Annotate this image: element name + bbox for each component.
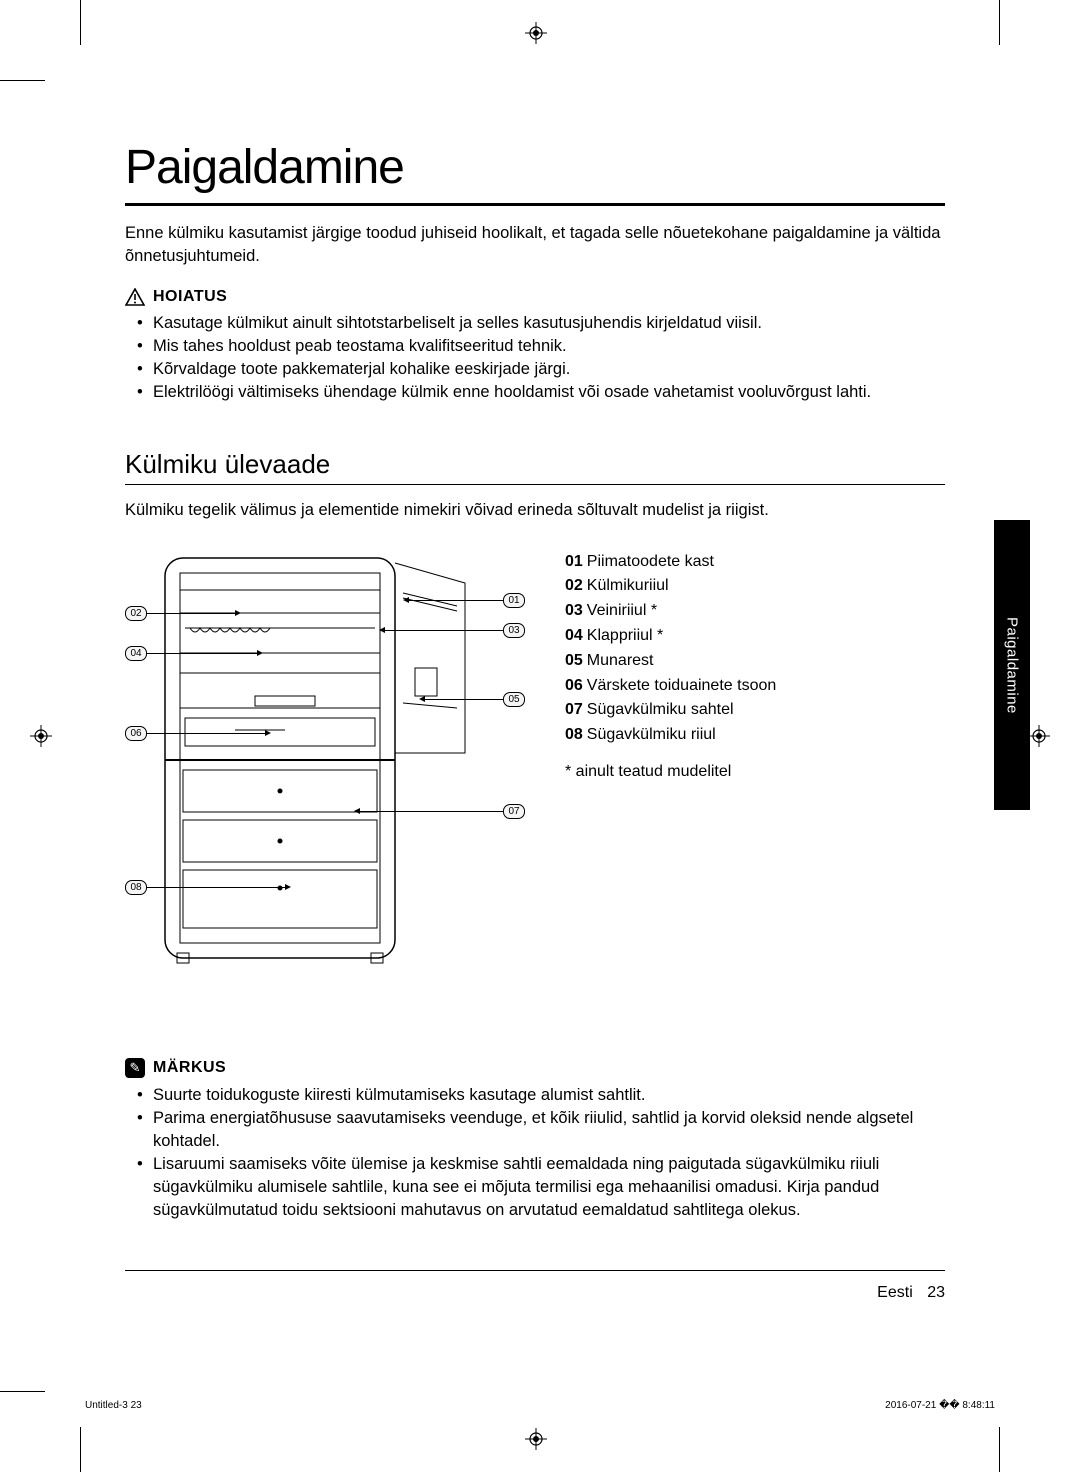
legend-num: 07 [565, 701, 583, 718]
intro-text: Enne külmiku kasutamist järgige toodud j… [125, 222, 945, 268]
callout-leader [360, 811, 503, 812]
callout-arrowhead [257, 650, 263, 656]
legend-label: Sügavkülmiku riiul [587, 726, 716, 743]
registration-mark-icon [1028, 725, 1050, 747]
callout-badge: 02 [125, 606, 147, 621]
legend-item: 05Munarest [565, 649, 776, 674]
footer: Eesti 23 [125, 1284, 945, 1302]
footer-page-number: 23 [927, 1284, 945, 1301]
registration-mark-icon [525, 1428, 547, 1450]
callout-leader [425, 699, 503, 700]
list-item: Kasutage külmikut ainult sihtotstarbelis… [125, 312, 945, 335]
callout-badge: 05 [503, 692, 525, 707]
callout-badge: 08 [125, 880, 147, 895]
callout-badge: 07 [503, 804, 525, 819]
legend-item: 08Sügavkülmiku riiul [565, 723, 776, 748]
legend-item: 06Värskete toiduainete tsoon [565, 674, 776, 699]
legend-label: Sügavkülmiku sahtel [587, 701, 734, 718]
callout-leader [147, 613, 235, 614]
title-rule [125, 203, 945, 206]
legend-item: 01Piimatoodete kast [565, 550, 776, 575]
side-tab: Paigaldamine [994, 520, 1030, 810]
callout-arrowhead [285, 884, 291, 890]
fridge-svg [125, 548, 525, 968]
list-item: Elektrilöögi vältimiseks ühendage külmik… [125, 381, 945, 404]
print-meta-left: Untitled-3 23 [85, 1400, 142, 1411]
legend-label: Veiniriiul * [587, 602, 657, 619]
legend-label: Piimatoodete kast [587, 553, 714, 570]
figure-row: 0102030405060708 01Piimatoodete kast02Kü… [125, 548, 945, 1028]
footer-rule [125, 1270, 945, 1271]
callout-arrowhead [379, 627, 385, 633]
note-label: MÄRKUS [153, 1059, 226, 1077]
legend: 01Piimatoodete kast02Külmikuriiul03Veini… [565, 548, 776, 1028]
list-item: Lisaruumi saamiseks võite ülemise ja kes… [125, 1153, 945, 1222]
callout-badge: 04 [125, 646, 147, 661]
legend-label: Külmikuriiul [587, 577, 669, 594]
callout-leader [409, 600, 503, 601]
legend-num: 03 [565, 602, 583, 619]
legend-num: 02 [565, 577, 583, 594]
callout-badge: 06 [125, 726, 147, 741]
callout-arrowhead [403, 597, 409, 603]
callout-badge: 01 [503, 593, 525, 608]
warning-label: HOIATUS [153, 288, 227, 306]
callout-arrowhead [235, 610, 241, 616]
callout-leader [385, 630, 503, 631]
crop-mark [0, 80, 45, 81]
page-title: Paigaldamine [125, 140, 945, 203]
note-list: Suurte toidukoguste kiiresti külmutamise… [125, 1084, 945, 1223]
registration-mark-icon [525, 22, 547, 44]
legend-item: 04Klappriiul * [565, 624, 776, 649]
note-header: ✎ MÄRKUS [125, 1058, 945, 1078]
legend-label: Klappriiul * [587, 627, 663, 644]
section-heading: Külmiku ülevaade [125, 449, 945, 480]
legend-note: * ainult teatud mudelitel [565, 760, 776, 785]
warning-list: Kasutage külmikut ainult sihtotstarbelis… [125, 312, 945, 404]
callout-arrowhead [354, 808, 360, 814]
footer-language: Eesti [877, 1284, 913, 1301]
list-item: Suurte toidukoguste kiiresti külmutamise… [125, 1084, 945, 1107]
legend-item: 03Veiniriiul * [565, 599, 776, 624]
callout-badge: 03 [503, 623, 525, 638]
crop-mark [999, 0, 1000, 45]
crop-mark [999, 1427, 1000, 1472]
fridge-diagram: 01 02 03 04 05 06 07 08 [125, 548, 525, 1028]
legend-num: 04 [565, 627, 583, 644]
crop-mark [80, 1427, 81, 1472]
crop-mark [0, 1391, 45, 1392]
legend-item: 02Külmikuriiul [565, 574, 776, 599]
warning-header: HOIATUS [125, 288, 945, 306]
print-meta-right: 2016-07-21 �� 8:48:11 [885, 1400, 995, 1411]
crop-mark [80, 0, 81, 45]
list-item: Parima energiatõhususe saavutamiseks vee… [125, 1107, 945, 1153]
legend-label: Värskete toiduainete tsoon [587, 677, 776, 694]
registration-mark-icon [30, 725, 52, 747]
section-rule [125, 484, 945, 485]
legend-num: 05 [565, 652, 583, 669]
callout-arrowhead [265, 730, 271, 736]
legend-num: 06 [565, 677, 583, 694]
note-icon: ✎ [125, 1058, 145, 1078]
list-item: Kõrvaldage toote pakkematerjal kohalike … [125, 358, 945, 381]
legend-num: 08 [565, 726, 583, 743]
callout-leader [147, 733, 265, 734]
callout-arrowhead [419, 696, 425, 702]
callout-leader [147, 653, 257, 654]
warning-icon [125, 288, 145, 306]
legend-label: Munarest [587, 652, 654, 669]
callout-leader [147, 887, 285, 888]
legend-item: 07Sügavkülmiku sahtel [565, 698, 776, 723]
page-content: Paigaldamine Enne külmiku kasutamist jär… [125, 140, 945, 1222]
list-item: Mis tahes hooldust peab teostama kvalifi… [125, 335, 945, 358]
section-subtext: Külmiku tegelik välimus ja elementide ni… [125, 499, 945, 522]
legend-num: 01 [565, 553, 583, 570]
